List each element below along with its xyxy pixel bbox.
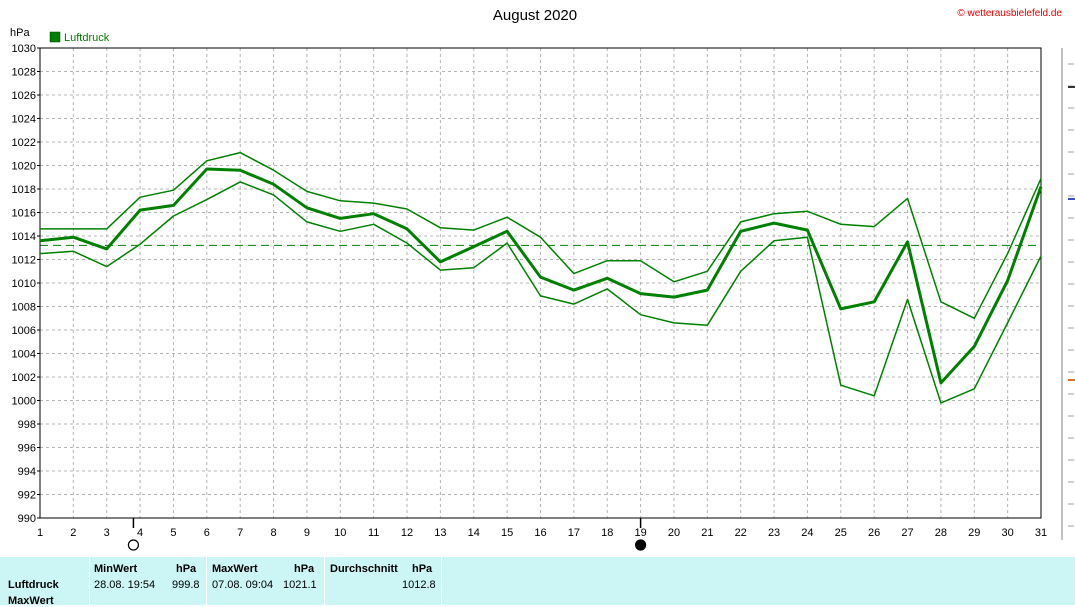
x-tick-label: 4 bbox=[137, 527, 143, 539]
x-tick-label: 28 bbox=[935, 527, 947, 539]
x-tick-label: 15 bbox=[501, 527, 513, 539]
x-tick-label: 16 bbox=[534, 527, 546, 539]
moon-phase-markers bbox=[127, 518, 647, 551]
x-tick-label: 9 bbox=[304, 527, 310, 539]
y-tick-label: 1000 bbox=[12, 396, 36, 408]
y-tick-label: 1002 bbox=[12, 372, 36, 384]
y-tick-label: 1004 bbox=[12, 349, 36, 361]
x-tick-label: 30 bbox=[1002, 527, 1014, 539]
x-tick-label: 23 bbox=[768, 527, 780, 539]
max-value: 1021.1 bbox=[283, 579, 317, 591]
y-tick-label: 1028 bbox=[12, 67, 36, 79]
x-tick-label: 19 bbox=[634, 527, 646, 539]
y-tick-label: 1010 bbox=[12, 278, 36, 290]
y-tick-label: 1014 bbox=[12, 231, 36, 243]
x-tick-label: 18 bbox=[601, 527, 613, 539]
x-tick-label: 25 bbox=[835, 527, 847, 539]
x-tick-label: 20 bbox=[668, 527, 680, 539]
y-tick-label: 1030 bbox=[12, 43, 36, 55]
x-tick-label: 6 bbox=[204, 527, 210, 539]
y-axis-tick-labels: 990 992 994 996 998 1000 1002 1004 1006 1008 1010 1… bbox=[12, 43, 40, 525]
min-unit: hPa bbox=[176, 563, 197, 575]
x-tick-label: 5 bbox=[170, 527, 176, 539]
y-tick-label: 990 bbox=[18, 513, 36, 525]
x-tick-label: 12 bbox=[401, 527, 413, 539]
full-moon-icon bbox=[127, 539, 140, 551]
statistics-panel: Luftdruck MaxWert MinWert hPa 28.08. 19:… bbox=[0, 557, 1075, 607]
x-tick-label: 3 bbox=[104, 527, 110, 539]
x-tick-label: 7 bbox=[237, 527, 243, 539]
y-tick-label: 1020 bbox=[12, 161, 36, 173]
row-label-luftdruck: Luftdruck bbox=[8, 579, 59, 591]
credit-link[interactable]: © wetterausbielefeld.de bbox=[957, 8, 1062, 19]
x-tick-label: 29 bbox=[968, 527, 980, 539]
y-axis-unit-label: hPa bbox=[10, 27, 30, 39]
x-tick-label: 26 bbox=[868, 527, 880, 539]
row-label-maxwert: MaxWert bbox=[8, 595, 54, 607]
grid bbox=[40, 48, 1041, 518]
y-tick-label: 1006 bbox=[12, 325, 36, 337]
max-unit: hPa bbox=[294, 563, 315, 575]
y-tick-label: 1016 bbox=[12, 208, 36, 220]
y-tick-label: 1018 bbox=[12, 184, 36, 196]
y-tick-label: 992 bbox=[18, 490, 36, 502]
plot-frame bbox=[39, 47, 1042, 519]
x-tick-label: 14 bbox=[468, 527, 480, 539]
x-tick-label: 1 bbox=[37, 527, 43, 539]
x-tick-label: 21 bbox=[701, 527, 713, 539]
chart-title: August 2020 bbox=[493, 7, 577, 24]
legend-label: Luftdruck bbox=[64, 32, 110, 44]
x-tick-label: 24 bbox=[801, 527, 813, 539]
x-tick-label: 31 bbox=[1035, 527, 1047, 539]
x-tick-label: 22 bbox=[735, 527, 747, 539]
y-tick-label: 1026 bbox=[12, 90, 36, 102]
y-tick-label: 1008 bbox=[12, 302, 36, 314]
x-axis-tick-labels: 1 2 3 4 5 6 7 8 9 10 11 12 13 14 15 16 17 18 19 20 21 22 23 24 2… bbox=[37, 527, 1047, 539]
x-tick-label: 11 bbox=[368, 527, 379, 539]
x-tick-label: 8 bbox=[271, 527, 277, 539]
avg-unit: hPa bbox=[412, 563, 433, 575]
new-moon-icon bbox=[634, 539, 647, 551]
series-lines bbox=[39, 151, 1043, 404]
right-side-scale bbox=[1061, 48, 1075, 540]
min-header: MinWert bbox=[94, 563, 138, 575]
avg-value: 1012.8 bbox=[402, 579, 436, 591]
series-line-min bbox=[39, 181, 1042, 404]
y-tick-label: 1012 bbox=[12, 255, 36, 267]
y-tick-label: 998 bbox=[18, 419, 36, 431]
max-time: 07.08. 09:04 bbox=[212, 579, 274, 591]
x-tick-label: 27 bbox=[901, 527, 913, 539]
max-header: MaxWert bbox=[212, 563, 258, 575]
y-tick-label: 1022 bbox=[12, 137, 36, 149]
x-tick-label: 10 bbox=[334, 527, 346, 539]
x-tick-label: 13 bbox=[434, 527, 446, 539]
y-tick-label: 1024 bbox=[12, 114, 36, 126]
legend-swatch bbox=[49, 31, 61, 43]
min-time: 28.08. 19:54 bbox=[94, 579, 156, 591]
y-tick-label: 996 bbox=[18, 443, 36, 455]
series-line-max bbox=[40, 151, 1042, 320]
avg-header: Durchschnitt bbox=[330, 563, 398, 575]
x-tick-label: 17 bbox=[568, 527, 580, 539]
series-line-mittel bbox=[39, 167, 1043, 385]
x-tick-label: 2 bbox=[70, 527, 76, 539]
min-value: 999.8 bbox=[172, 579, 200, 591]
pressure-chart: 9909929949969981000100210041006100810101… bbox=[10, 7, 1075, 551]
y-tick-label: 994 bbox=[18, 466, 36, 478]
